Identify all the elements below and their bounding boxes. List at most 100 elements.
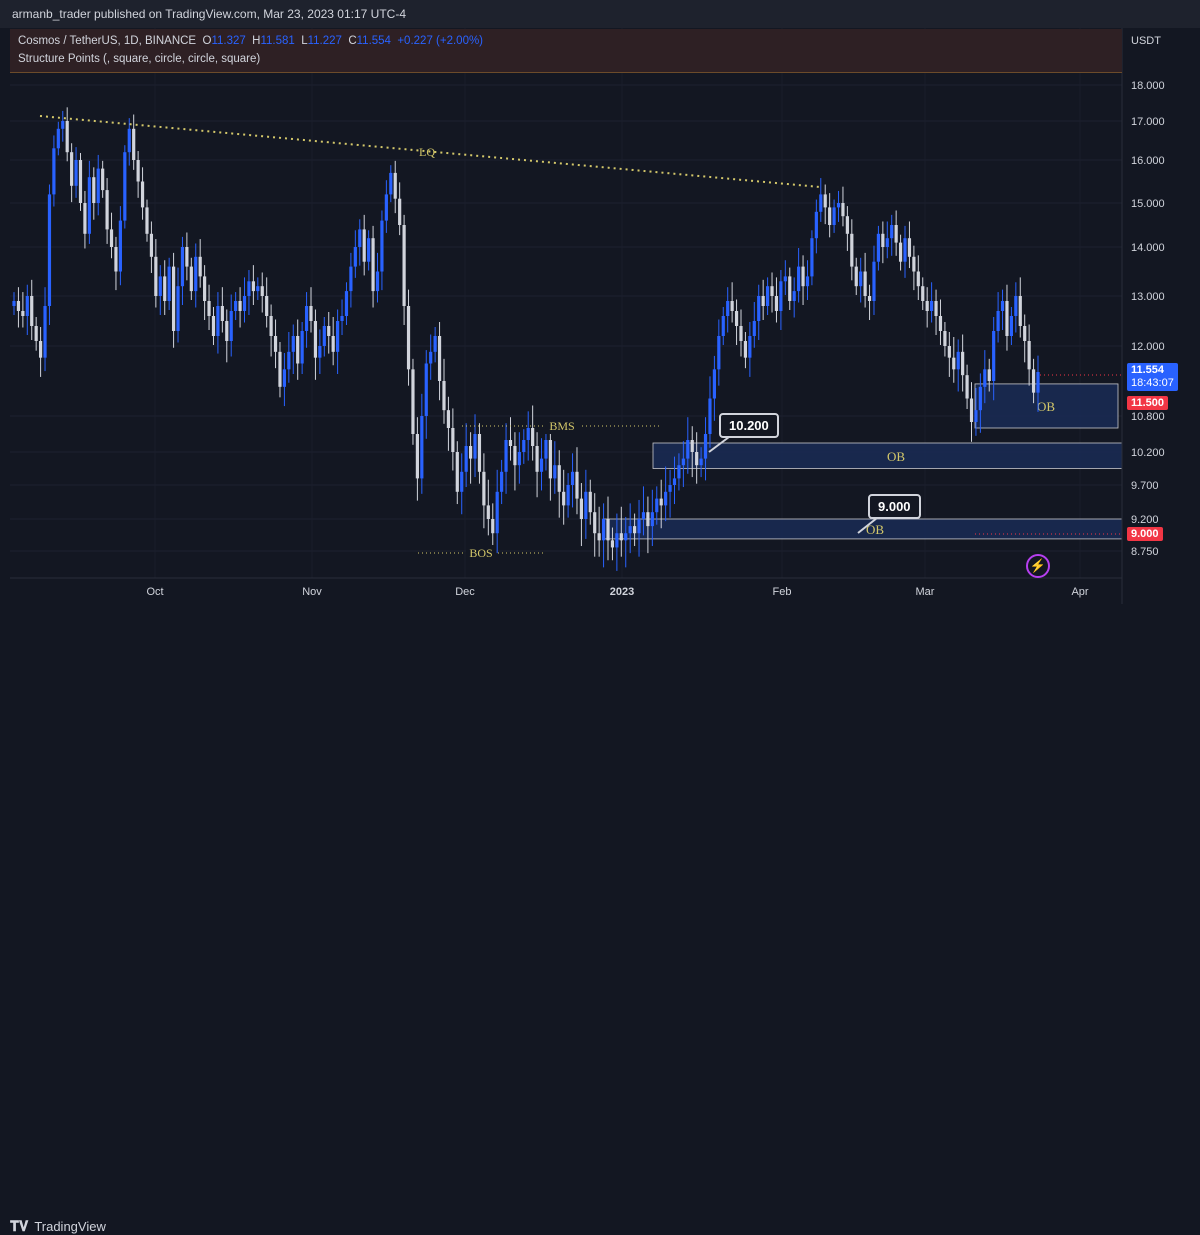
candle-body (672, 478, 677, 485)
candle-body (495, 491, 499, 534)
candle-body (633, 526, 637, 534)
candle-body (699, 458, 703, 466)
lightning-icon[interactable]: ⚡ (1026, 554, 1050, 578)
candle-body (628, 526, 632, 534)
candle-body (783, 276, 787, 282)
candle-body (101, 168, 105, 191)
candle-body (34, 326, 38, 341)
symbol-line[interactable]: Cosmos / TetherUS, 1D, BINANCE O11.327 H… (18, 35, 484, 47)
y-tick-label: 14.000 (1131, 242, 1165, 254)
candle-body (531, 428, 535, 446)
candle-body (109, 229, 114, 247)
candle-body (433, 336, 437, 352)
candle-body (429, 351, 433, 364)
candle-body (885, 238, 889, 247)
candle-body (287, 351, 291, 370)
time-axis: Oct Nov Dec 2023 Feb Mar Apr (10, 577, 1122, 598)
candle-body (1005, 301, 1009, 336)
candle-body (867, 296, 872, 301)
annotation-lines: LQ BMS BOS (39, 115, 1122, 561)
candle-body (774, 296, 779, 311)
ob-zone (974, 383, 1119, 429)
candle-body (384, 194, 388, 221)
candle-body (938, 316, 943, 331)
candle-body (712, 369, 716, 399)
currency-label: USDT (1131, 35, 1161, 47)
candle-body (752, 321, 756, 336)
ob-zone (652, 442, 1123, 469)
candle-body (65, 121, 69, 153)
candle-body (903, 238, 907, 262)
candle-body (362, 229, 366, 262)
candle-body (646, 512, 650, 527)
candle-body (593, 512, 597, 534)
ob-label: OB (887, 449, 905, 464)
candle-body (619, 533, 623, 541)
candle-body (336, 321, 340, 352)
candle-body (296, 336, 300, 364)
candle-body (491, 519, 495, 534)
y-tick-label: 16.000 (1131, 155, 1165, 167)
bos-bg (466, 545, 496, 561)
candle-body (83, 203, 87, 234)
candle-body (21, 311, 25, 316)
candle-body (872, 261, 876, 301)
candle-body (406, 306, 411, 370)
callout-9000[interactable]: 9.000 (868, 494, 921, 519)
bos-label: BOS (469, 546, 492, 560)
candle-body (437, 336, 442, 381)
candle-body (96, 168, 100, 203)
candle-body (641, 512, 646, 519)
candle-body (655, 498, 659, 513)
candle-body (118, 220, 122, 272)
candle-body (761, 296, 765, 306)
indicator-line[interactable]: Structure Points (, square, circle, circ… (18, 53, 261, 65)
candle-body (969, 398, 974, 422)
candle-body (340, 316, 344, 321)
candle-body (52, 148, 56, 195)
candle-body (1000, 301, 1005, 311)
tradingview-logo[interactable]: 𝐓𝐕 TradingView (10, 1218, 106, 1235)
candle-body (1027, 341, 1031, 370)
candle-body (158, 276, 162, 296)
price-axis: 18.000 17.000 16.000 15.000 14.000 13.000 12.0… (1121, 28, 1200, 604)
candle-body (788, 276, 792, 301)
price-chart[interactable]: OB OB OB LQ BMS BOS 18.000 17.000 16.000 15.000… (0, 0, 1200, 640)
candle-body (695, 452, 699, 466)
change-value: +0.227 (+2.00%) (397, 35, 484, 47)
candle-body (743, 341, 748, 358)
candle-body (389, 172, 393, 195)
candle-body (47, 194, 52, 306)
symbol-name: Cosmos / TetherUS, 1D, BINANCE (18, 35, 197, 47)
y-tick-label: 18.000 (1131, 80, 1165, 92)
candle-body (269, 316, 273, 336)
candle-body (898, 242, 903, 262)
candle-body (974, 410, 978, 422)
tv-logo-icon: 𝐓𝐕 (10, 1218, 29, 1234)
candle-body (814, 211, 818, 239)
candle-body (411, 369, 415, 434)
price-axis-bg (1122, 28, 1200, 604)
candle-body (203, 276, 207, 301)
candle-body (127, 128, 131, 153)
x-tick-label: Dec (455, 586, 475, 598)
candle-body (836, 203, 841, 208)
candle-body (606, 519, 610, 541)
candle-body (371, 238, 375, 292)
candle-body (149, 233, 154, 257)
candle-body (30, 296, 34, 326)
candle-body (265, 296, 269, 316)
candle-body (247, 281, 251, 296)
candle-body (415, 434, 419, 479)
candle-body (624, 533, 628, 541)
candle-body (934, 301, 938, 316)
candle-body (220, 306, 224, 321)
candle-body (575, 471, 579, 499)
callout-10200[interactable]: 10.200 (719, 413, 779, 438)
candle-body (650, 512, 654, 527)
candle-body (717, 336, 721, 370)
candle-body (925, 301, 929, 311)
candle-body (965, 375, 969, 399)
candle-body (956, 351, 960, 370)
candle-body (570, 471, 575, 485)
